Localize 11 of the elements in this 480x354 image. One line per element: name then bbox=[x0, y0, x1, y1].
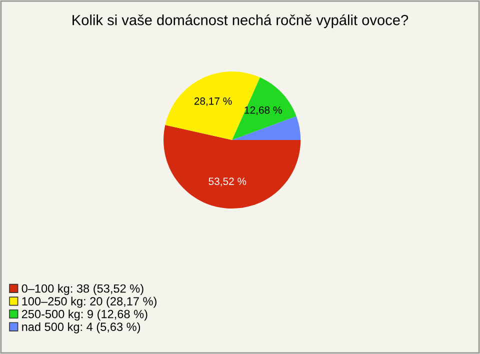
data-label: 28,17 % bbox=[194, 97, 232, 106]
legend-label: 100–250 kg: 20 (28,17 %) bbox=[22, 296, 156, 308]
pie-slice bbox=[232, 77, 296, 140]
pie-slice bbox=[232, 116, 301, 140]
chart-title: Kolik si vaše domácnost nechá ročně vypálit ovoce? bbox=[72, 14, 408, 28]
data-label: 12,68 % bbox=[244, 106, 282, 115]
legend-label: 250-500 kg: 9 (12,68 %) bbox=[22, 310, 148, 321]
data-label: 53,52 % bbox=[208, 178, 246, 186]
legend-label: 0–100 kg: 38 (53,52 %) bbox=[22, 284, 144, 296]
pie-slice bbox=[164, 124, 301, 209]
legend-label: nad 500 kg: 4 (5,63 %) bbox=[22, 322, 140, 334]
